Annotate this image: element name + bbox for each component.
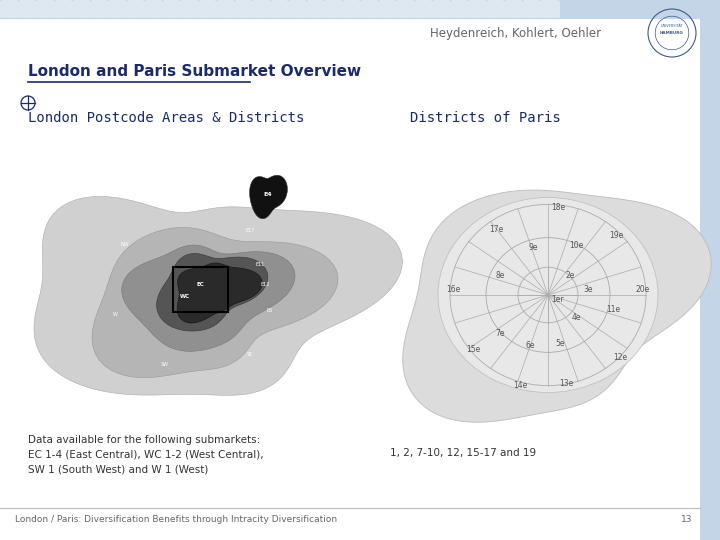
Text: E4: E4: [264, 192, 272, 198]
Text: 13: 13: [680, 516, 692, 524]
Text: SE: SE: [247, 353, 253, 357]
Text: 3e: 3e: [583, 286, 593, 294]
Polygon shape: [157, 253, 268, 331]
Text: 19e: 19e: [609, 231, 623, 240]
Text: NW: NW: [121, 242, 130, 247]
Text: SW: SW: [161, 362, 169, 368]
Text: 14e: 14e: [513, 381, 527, 389]
Text: London and Paris Submarket Overview: London and Paris Submarket Overview: [28, 64, 361, 79]
Text: N25: N25: [165, 187, 175, 192]
Text: N11: N11: [195, 205, 205, 210]
Text: 1er: 1er: [552, 295, 564, 305]
Text: 17e: 17e: [489, 226, 503, 234]
Text: Heydenreich, Kohlert, Oehler: Heydenreich, Kohlert, Oehler: [430, 26, 601, 39]
Text: 4e: 4e: [571, 313, 581, 321]
Polygon shape: [177, 263, 262, 323]
Text: London / Paris: Diversification Benefits through Intracity Diversification: London / Paris: Diversification Benefits…: [15, 516, 337, 524]
Text: 12e: 12e: [613, 353, 627, 361]
Bar: [560, 0, 720, 18]
Text: London Postcode Areas & Districts: London Postcode Areas & Districts: [28, 111, 305, 125]
Text: 18e: 18e: [551, 202, 565, 212]
Text: 15e: 15e: [466, 346, 480, 354]
Text: WC: WC: [180, 294, 190, 300]
Polygon shape: [250, 176, 287, 219]
Polygon shape: [34, 197, 402, 395]
Text: N21: N21: [195, 185, 205, 190]
Text: Data available for the following submarkets:
EC 1-4 (East Central), WC 1-2 (West: Data available for the following submark…: [28, 435, 264, 475]
Bar: [173, 267, 228, 312]
Polygon shape: [92, 227, 338, 377]
Text: E17: E17: [246, 227, 255, 233]
Text: E12: E12: [261, 282, 270, 287]
Text: 11e: 11e: [606, 306, 620, 314]
Text: EC: EC: [196, 282, 204, 287]
Ellipse shape: [438, 198, 658, 393]
Text: 9e: 9e: [528, 242, 538, 252]
Text: W: W: [112, 313, 117, 318]
Text: N17: N17: [220, 202, 230, 207]
Text: 2e: 2e: [565, 271, 575, 280]
Text: 8e: 8e: [495, 271, 505, 280]
Text: 6e: 6e: [526, 341, 535, 349]
Bar: [700, 0, 720, 540]
Text: 16e: 16e: [446, 286, 460, 294]
Text: HAMBURG: HAMBURG: [660, 31, 684, 35]
Polygon shape: [402, 190, 711, 422]
Polygon shape: [122, 245, 295, 352]
Text: E6: E6: [267, 307, 273, 313]
Text: 7e: 7e: [495, 328, 505, 338]
Text: UNIVERSITÄT: UNIVERSITÄT: [661, 24, 683, 28]
Text: 13e: 13e: [559, 379, 573, 388]
Text: 1, 2, 7-10, 12, 15-17 and 19: 1, 2, 7-10, 12, 15-17 and 19: [390, 448, 536, 458]
Text: Districts of Paris: Districts of Paris: [410, 111, 561, 125]
Text: E11: E11: [256, 262, 265, 267]
Text: 20e: 20e: [636, 286, 650, 294]
Text: 10e: 10e: [569, 240, 583, 249]
Text: 5e: 5e: [555, 339, 564, 348]
